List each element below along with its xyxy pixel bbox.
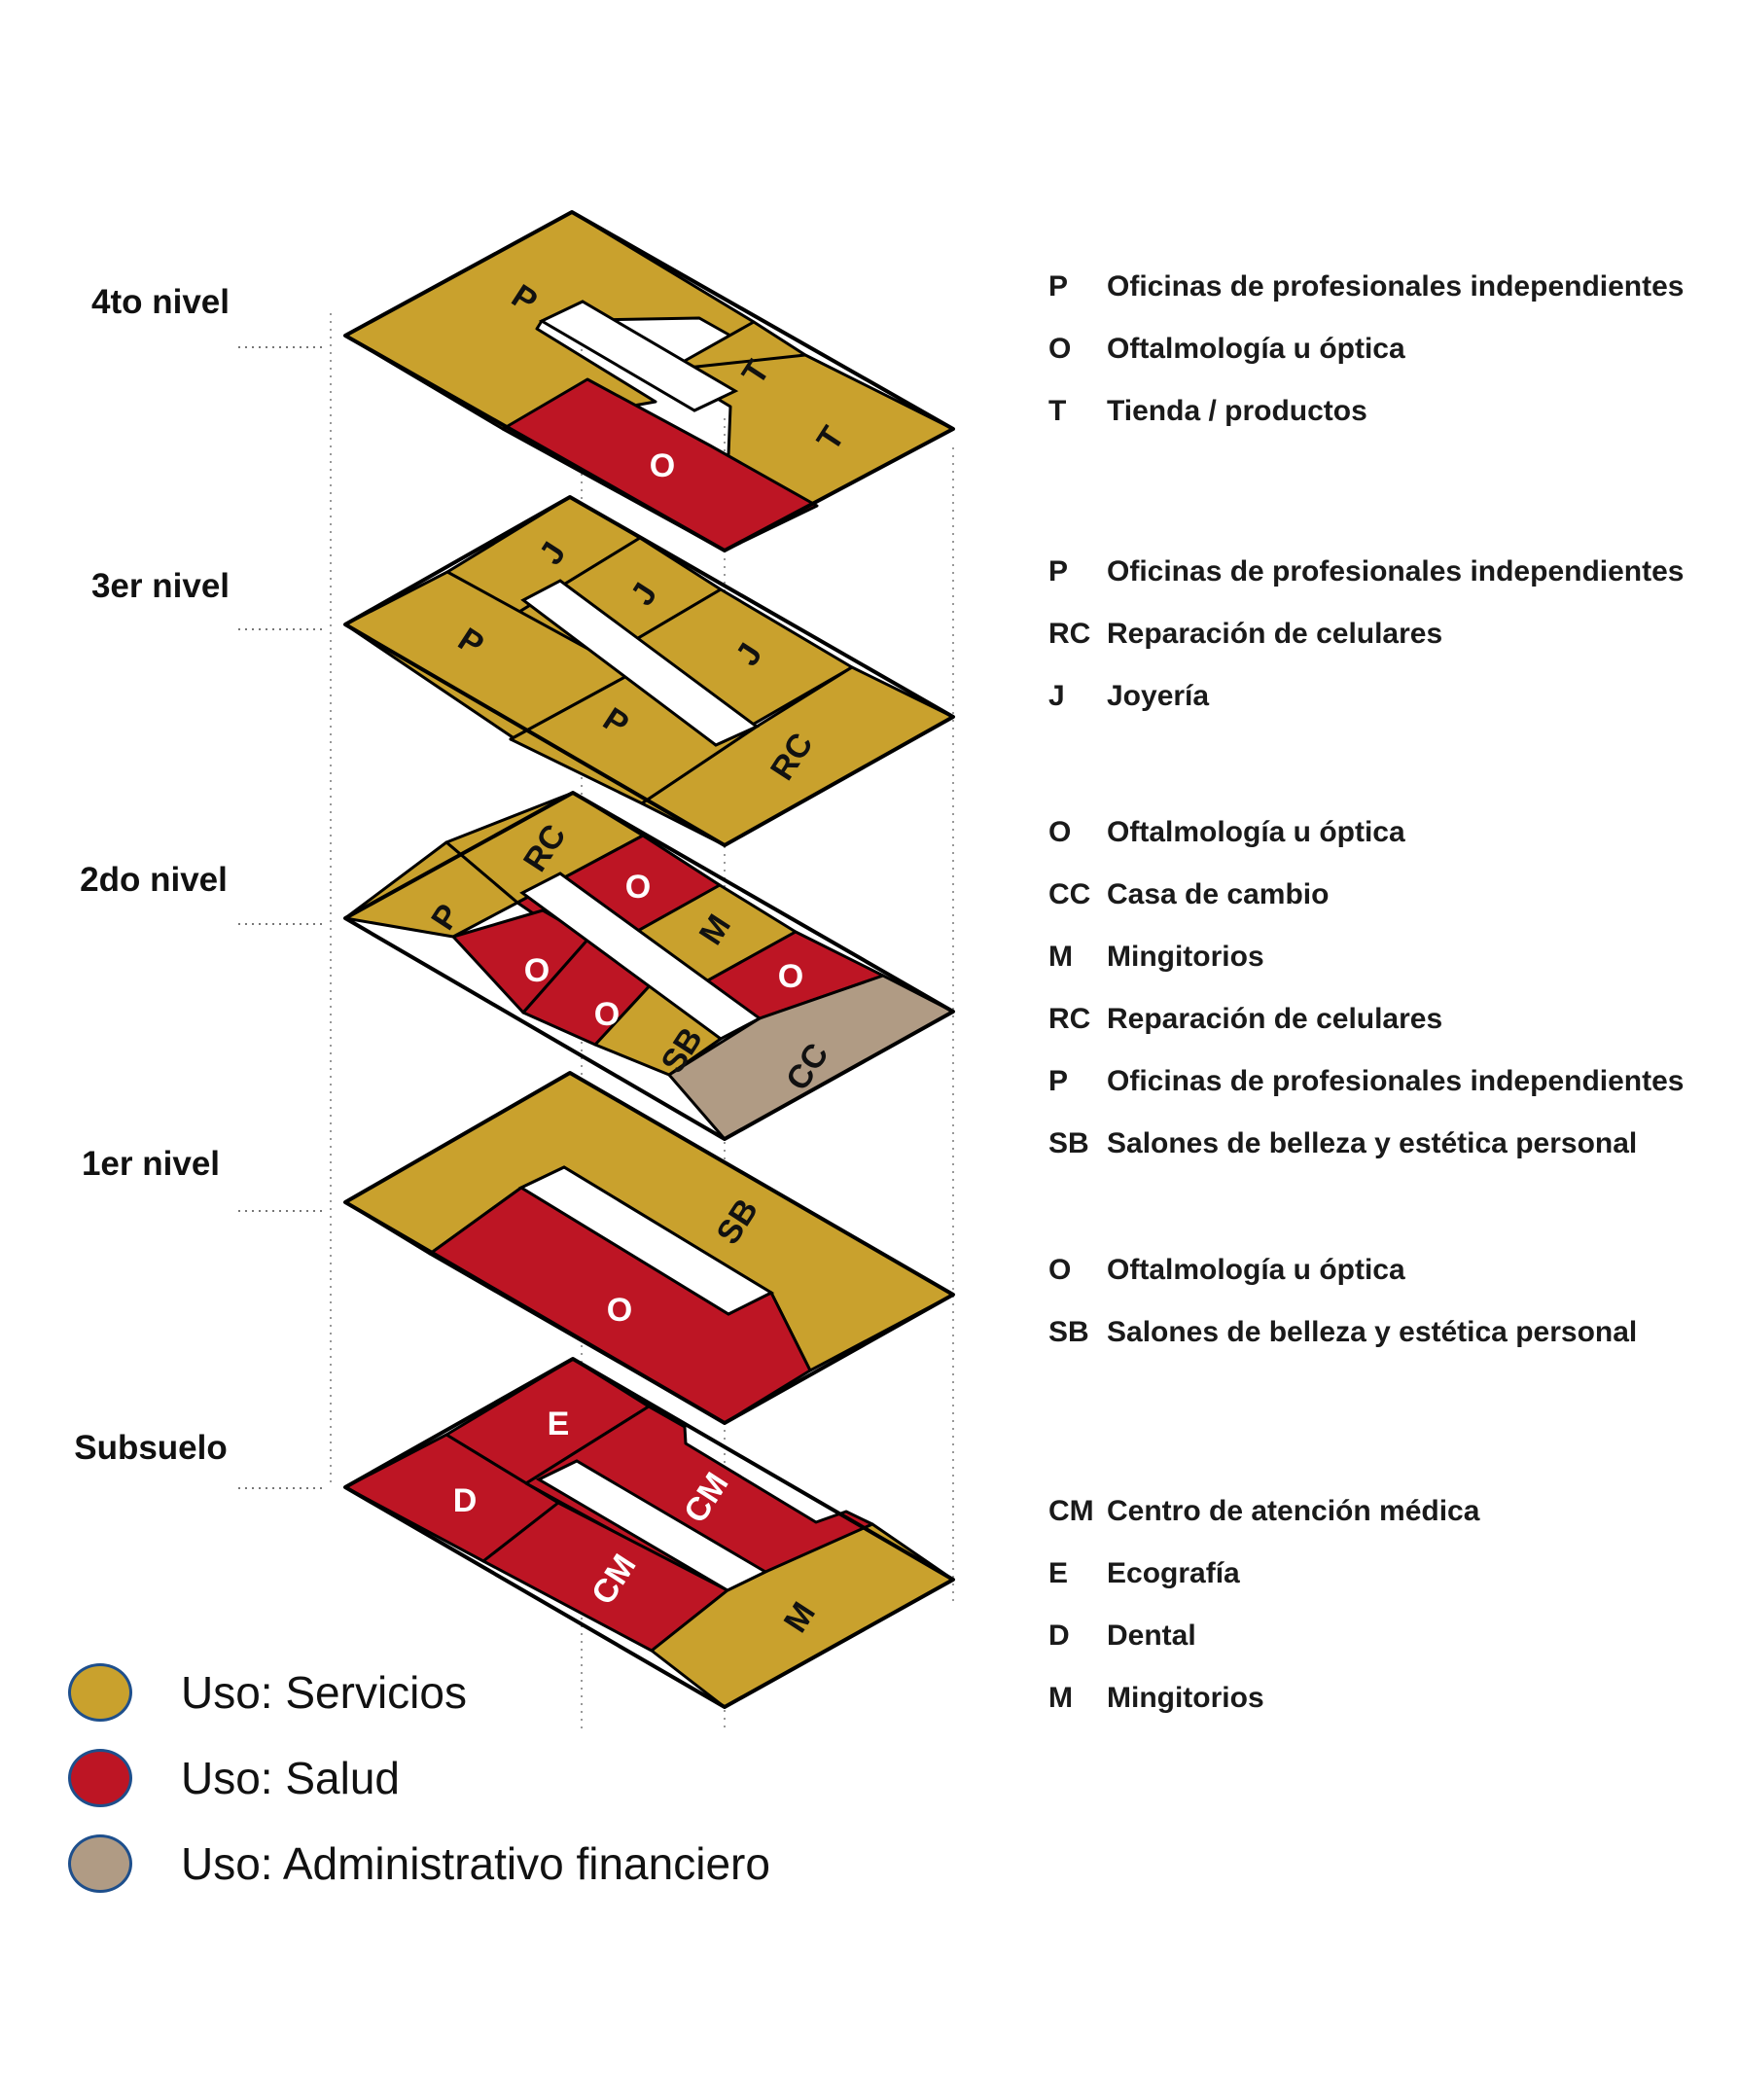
key-row-nivel1: SB Salones de belleza y estética personal	[1048, 1313, 1637, 1352]
key-description: Mingitorios	[1107, 1682, 1264, 1714]
key-row-nivel4: T Tienda / productos	[1048, 392, 1367, 431]
key-row-subsuelo: CM Centro de atención médica	[1048, 1492, 1479, 1531]
legend-label: Uso: Administrativo financiero	[181, 1838, 770, 1889]
key-code: O	[1048, 333, 1072, 365]
key-description: Oftalmología u óptica	[1107, 1254, 1405, 1286]
key-description: Oficinas de profesionales independientes	[1107, 555, 1685, 587]
key-code: SB	[1048, 1127, 1089, 1159]
key-description: Oftalmología u óptica	[1107, 333, 1405, 365]
legend-item-servicios: Uso: Servicios	[68, 1658, 467, 1726]
zone-code-label: E	[548, 1406, 570, 1442]
key-code: O	[1048, 1254, 1072, 1286]
key-row-nivel4: P Oficinas de profesionales independiente…	[1048, 267, 1684, 306]
key-code: SB	[1048, 1316, 1089, 1348]
level-label: 3er nivel	[91, 567, 230, 605]
key-description: Ecografía	[1107, 1557, 1240, 1589]
key-description: Tienda / productos	[1107, 395, 1367, 427]
level-label: 2do nivel	[80, 861, 228, 899]
key-code: D	[1048, 1619, 1070, 1652]
key-code: M	[1048, 1682, 1073, 1714]
key-code: M	[1048, 941, 1073, 973]
legend-item-salud: Uso: Salud	[68, 1744, 400, 1812]
key-code: T	[1048, 395, 1067, 427]
key-description: Reparación de celulares	[1107, 1003, 1443, 1035]
key-row-subsuelo: D Dental	[1048, 1617, 1196, 1655]
key-code: CC	[1048, 878, 1091, 910]
key-row-nivel2: RC Reparación de celulares	[1048, 1000, 1442, 1039]
slab-outline	[343, 791, 955, 1141]
key-row-nivel2: O Oftalmología u óptica	[1048, 813, 1405, 852]
key-row-nivel1: O Oftalmología u óptica	[1048, 1251, 1405, 1290]
key-description: Salones de belleza y estética personal	[1107, 1127, 1638, 1159]
key-description: Oftalmología u óptica	[1107, 816, 1405, 848]
key-code: E	[1048, 1557, 1069, 1589]
key-description: Oficinas de profesionales independientes	[1107, 1065, 1685, 1097]
key-row-nivel3: RC Reparación de celulares	[1048, 615, 1442, 654]
level-label: Subsuelo	[74, 1429, 228, 1467]
legend-swatch	[68, 1663, 132, 1722]
zone-code-label: D	[453, 1482, 478, 1519]
legend-label: Uso: Salud	[181, 1753, 401, 1803]
key-description: Oficinas de profesionales independientes	[1107, 270, 1685, 303]
key-code: RC	[1048, 618, 1091, 650]
key-description: Centro de atención médica	[1107, 1495, 1480, 1527]
level-label: 4to nivel	[91, 283, 230, 321]
key-description: Mingitorios	[1107, 941, 1264, 973]
slab-outline	[343, 1071, 955, 1425]
key-description: Reparación de celulares	[1107, 618, 1443, 650]
atrium-void	[535, 1459, 769, 1592]
key-code: CM	[1048, 1495, 1094, 1527]
key-description: Casa de cambio	[1107, 878, 1330, 910]
key-row-nivel2: M Mingitorios	[1048, 938, 1264, 977]
key-code: O	[1048, 816, 1072, 848]
key-description: Joyería	[1107, 680, 1210, 712]
legend-swatch	[68, 1749, 132, 1807]
key-code: J	[1048, 680, 1065, 712]
key-row-nivel3: P Oficinas de profesionales independiente…	[1048, 552, 1684, 591]
key-description: Dental	[1107, 1619, 1196, 1652]
zone-code-label: O	[607, 1292, 632, 1329]
key-row-subsuelo: M Mingitorios	[1048, 1679, 1264, 1718]
zone-code-label: O	[778, 958, 803, 995]
key-row-nivel2: P Oficinas de profesionales independiente…	[1048, 1062, 1684, 1101]
atrium-void	[519, 872, 763, 1041]
key-code: P	[1048, 1065, 1069, 1097]
level-label: 1er nivel	[82, 1145, 220, 1183]
zone-p-servicios	[343, 840, 519, 939]
legend-item-administrativo: Uso: Administrativo financiero	[68, 1830, 770, 1898]
key-row-nivel2: CC Casa de cambio	[1048, 875, 1329, 914]
zone-code-label: O	[650, 447, 675, 484]
legend-label: Uso: Servicios	[181, 1667, 467, 1718]
slab-outline	[343, 210, 955, 552]
atrium-void	[538, 300, 739, 412]
key-row-nivel3: J Joyería	[1048, 677, 1209, 716]
atrium-void	[517, 1165, 775, 1316]
zone-code-label: O	[625, 869, 651, 906]
key-code: RC	[1048, 1003, 1091, 1035]
key-row-nivel2: SB Salones de belleza y estética personal	[1048, 1124, 1637, 1163]
zone-code-label: O	[594, 996, 620, 1033]
slab-outline	[343, 495, 955, 847]
atrium-void	[520, 579, 760, 747]
key-code: P	[1048, 270, 1069, 303]
key-row-subsuelo: E Ecografía	[1048, 1554, 1240, 1593]
zone-code-label: O	[524, 952, 550, 989]
key-code: P	[1048, 555, 1069, 587]
legend-swatch	[68, 1834, 132, 1893]
key-description: Salones de belleza y estética personal	[1107, 1316, 1638, 1348]
key-row-nivel4: O Oftalmología u óptica	[1048, 330, 1405, 369]
slab-outline	[343, 1357, 955, 1709]
